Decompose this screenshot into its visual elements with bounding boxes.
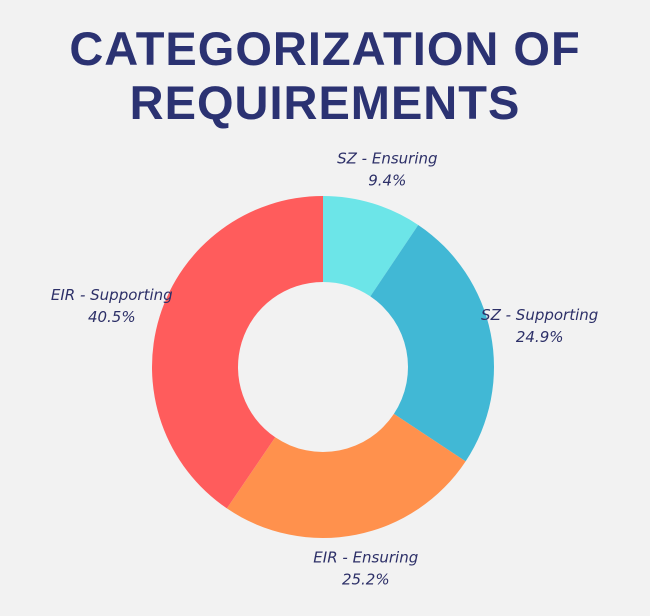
segment-value-label: 40.5% <box>88 308 136 326</box>
segment-value-label: 9.4% <box>368 171 406 189</box>
segment-label: EIR - Ensuring <box>313 549 418 567</box>
segment-value-label: 25.2% <box>342 571 390 589</box>
segment-label: SZ - Ensuring <box>337 149 437 167</box>
donut-segment <box>226 413 466 539</box>
segment-label: SZ - Supporting <box>481 306 598 324</box>
donut-segment <box>370 224 495 462</box>
title-box: CATEGORIZATION OF REQUIREMENTS <box>0 22 650 130</box>
chart-title: CATEGORIZATION OF REQUIREMENTS <box>69 22 581 129</box>
segment-label: EIR - Supporting <box>51 286 173 304</box>
donut-segment <box>152 196 323 509</box>
segment-value-label: 24.9% <box>516 328 564 346</box>
donut-segment <box>323 196 419 297</box>
